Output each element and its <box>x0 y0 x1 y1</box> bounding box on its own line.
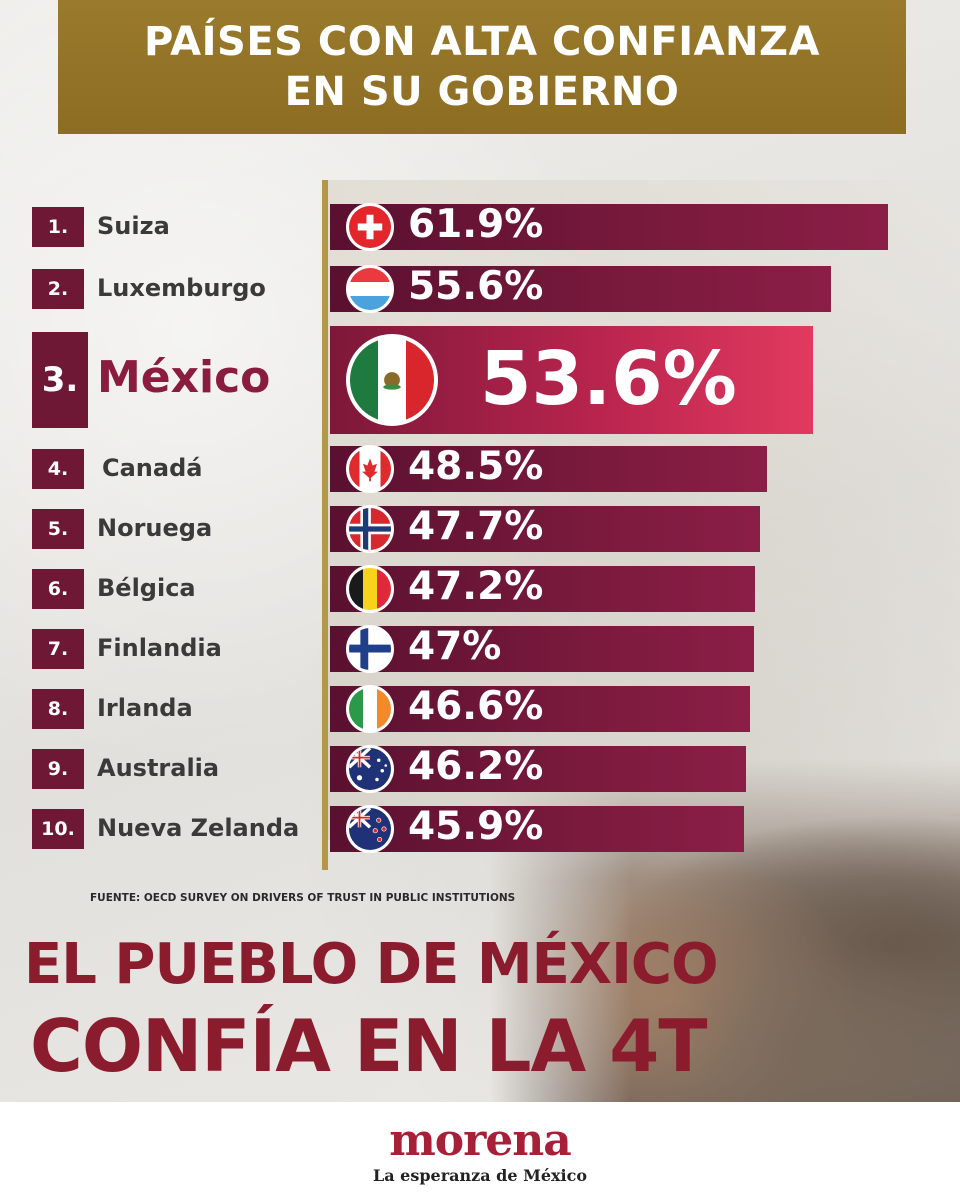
country-label-finlandia: Finlandia <box>97 634 222 662</box>
country-label-suiza: Suiza <box>97 212 170 240</box>
rank-mexico: 3. <box>32 332 88 428</box>
value-label-australia: 46.2% <box>408 744 544 789</box>
new-zealand-flag-icon <box>346 805 394 853</box>
value-label-noruega: 47.7% <box>408 504 544 549</box>
finland-flag-icon <box>346 625 394 673</box>
source-note: FUENTE: OECD SURVEY ON DRIVERS OF TRUST … <box>90 892 516 904</box>
chart-axis-line <box>322 180 328 870</box>
canada-flag-icon <box>346 445 394 493</box>
rank-australia: 9. <box>32 749 84 789</box>
country-label-irlanda: Irlanda <box>97 694 193 722</box>
title-line-1: PAÍSES CON ALTA CONFIANZA <box>144 19 820 65</box>
australia-flag-icon <box>346 745 394 793</box>
country-label-luxemburgo: Luxemburgo <box>97 274 266 302</box>
bar-australia <box>330 746 747 792</box>
morena-logo: morena La esperanza de México <box>0 1115 960 1186</box>
rank-belgica: 6. <box>32 569 84 609</box>
rank-noruega: 5. <box>32 509 84 549</box>
bar-irlanda <box>330 686 751 732</box>
norway-flag-icon <box>346 505 394 553</box>
value-label-finlandia: 47% <box>408 624 502 669</box>
value-label-suiza: 61.9% <box>408 202 544 247</box>
country-label-australia: Australia <box>97 754 220 782</box>
mexico-flag-icon <box>346 334 438 426</box>
rank-luxemburgo: 2. <box>32 269 84 309</box>
belgium-flag-icon <box>346 565 394 613</box>
value-label-canada: 48.5% <box>408 444 544 489</box>
footer: morena La esperanza de México <box>0 1102 960 1200</box>
title-banner: PAÍSES CON ALTA CONFIANZA EN SU GOBIERNO <box>58 0 906 134</box>
bar-noruega <box>330 506 760 552</box>
value-label-belgica: 47.2% <box>408 564 544 609</box>
title-line-2: EN SU GOBIERNO <box>284 69 680 115</box>
brand-name: morena <box>389 1115 572 1166</box>
rank-irlanda: 8. <box>32 689 84 729</box>
headline-line-1: EL PUEBLO DE MÉXICO <box>24 932 719 997</box>
bar-suiza <box>330 204 888 250</box>
value-label-mexico: 53.6% <box>480 336 737 422</box>
bar-luxemburgo <box>330 266 832 312</box>
luxembourg-flag-icon <box>346 265 394 313</box>
value-label-nueva-zelanda: 45.9% <box>408 804 544 849</box>
country-label-belgica: Bélgica <box>97 574 196 602</box>
switzerland-flag-icon <box>346 203 394 251</box>
value-label-irlanda: 46.6% <box>408 684 544 729</box>
country-label-mexico: México <box>97 352 271 403</box>
country-label-noruega: Noruega <box>97 514 213 542</box>
country-label-nueva-zelanda: Nueva Zelanda <box>97 814 300 842</box>
rank-finlandia: 7. <box>32 629 84 669</box>
rank-canada: 4. <box>32 449 84 489</box>
rank-suiza: 1. <box>32 207 84 247</box>
country-label-canada: Canadá <box>102 454 203 482</box>
bar-belgica <box>330 566 756 612</box>
bar-finlandia <box>330 626 754 672</box>
brand-tagline: La esperanza de México <box>372 1166 588 1185</box>
bar-nueva-zelanda <box>330 806 744 852</box>
ireland-flag-icon <box>346 685 394 733</box>
headline-line-2: CONFÍA EN LA 4T <box>30 1004 707 1088</box>
value-label-luxemburgo: 55.6% <box>408 264 544 309</box>
bar-canada <box>330 446 768 492</box>
rank-nueva-zelanda: 10. <box>32 809 84 849</box>
